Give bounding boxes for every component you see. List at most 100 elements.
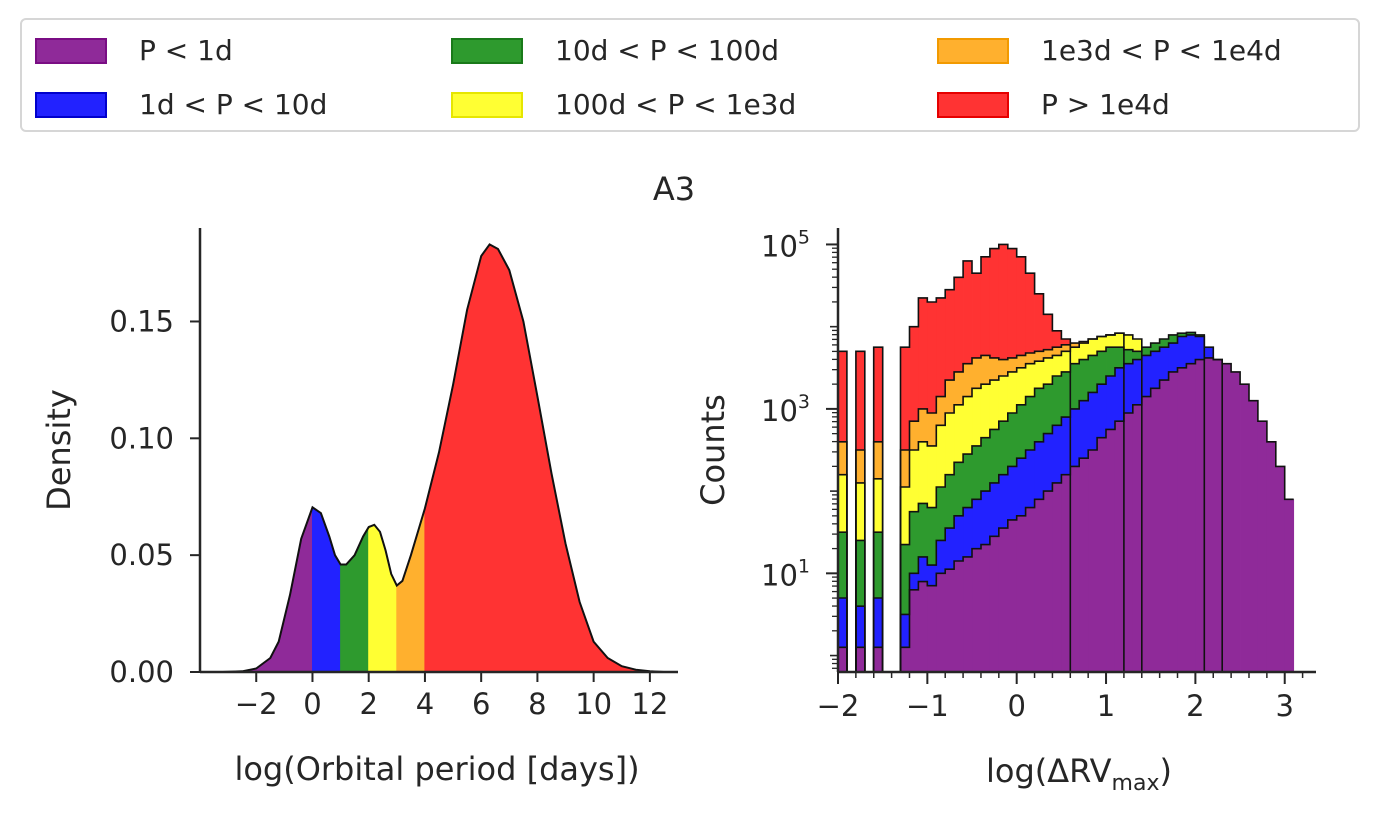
hist-outline-1 — [837, 334, 1223, 672]
legend-swatch-10d-100d — [451, 37, 523, 64]
hist-bar-2 — [900, 544, 910, 672]
hist-bar-0 — [1025, 507, 1035, 672]
hist-bar-0 — [1141, 396, 1152, 672]
hist-bar-0 — [1168, 371, 1178, 672]
legend-label: 1d < P < 10d — [139, 88, 328, 121]
density-segment-3 — [368, 524, 398, 673]
hist-bar-0 — [1088, 450, 1098, 672]
hist-outline-0 — [837, 357, 1294, 672]
left-y-tick-label: 0.10 — [109, 421, 174, 455]
right-x-tick-label: −1 — [906, 689, 949, 723]
density-curve — [222, 243, 664, 673]
legend-swatch-p-lt-1d — [35, 37, 107, 64]
hist-bar-0 — [927, 585, 937, 672]
density-segment-0 — [222, 507, 313, 673]
hist-bar-0 — [1231, 371, 1241, 672]
hist-bar-0 — [1257, 421, 1268, 672]
legend-item-p-gt-1e4d: P > 1e4d — [937, 88, 1170, 121]
hist-bar-0 — [1070, 466, 1080, 672]
period-density-chart: −2 0 2 4 6 8 10 12 0.00 0.05 0.10 0.15 log(Orbital p… — [40, 228, 678, 788]
legend-item-p-lt-1d: P < 1d — [35, 34, 233, 67]
left-x-tick-label: 10 — [575, 687, 612, 721]
hist-bar-0 — [1016, 515, 1027, 672]
right-x-axis-label: log(ΔRVmax) — [986, 752, 1172, 796]
left-x-tick-label: 8 — [528, 687, 546, 721]
left-x-tick-label: 0 — [303, 687, 321, 721]
left-y-tick-label: 0.00 — [109, 655, 174, 689]
left-x-tick-label: 12 — [631, 687, 668, 721]
legend-swatch-p-gt-1e4d — [937, 91, 1009, 118]
hist-bar-0 — [1079, 458, 1089, 672]
density-segment-1 — [312, 506, 342, 673]
hist-bar-0 — [855, 647, 866, 672]
density-segment-5 — [424, 243, 664, 673]
legend-swatch-1d-10d — [35, 91, 107, 118]
hist-bar-0 — [1114, 421, 1125, 672]
hist-bar-0 — [1007, 519, 1018, 672]
hist-bar-1 — [900, 614, 910, 672]
legend-item-10d-100d: 10d < P < 100d — [451, 34, 779, 67]
left-x-tick-label: 2 — [359, 687, 377, 721]
hist-bar-0 — [1240, 384, 1250, 672]
hist-bar-0 — [1248, 400, 1259, 672]
legend-item-1e3d-1e4d: 1e3d < P < 1e4d — [937, 34, 1282, 67]
density-segment-4 — [396, 508, 426, 673]
hist-bar-0 — [972, 548, 982, 672]
hist-bar-0 — [936, 573, 946, 672]
legend-label: 10d < P < 100d — [555, 34, 780, 67]
hist-bar-0 — [1123, 413, 1134, 672]
hist-bar-0 — [1213, 359, 1223, 672]
left-y-tick-label: 0.15 — [109, 304, 174, 338]
hist-bar-1 — [855, 606, 866, 672]
hist-bar-0 — [1097, 437, 1107, 672]
right-x-tick-label: −2 — [817, 689, 860, 723]
hist-bar-0 — [1204, 357, 1214, 672]
hist-bar-0 — [998, 528, 1009, 672]
legend: P < 1d 1d < P < 10d 10d < P < 100d 100d … — [20, 18, 1360, 132]
hist-outline-3 — [837, 332, 1143, 672]
left-y-tick-label: 0.05 — [109, 538, 174, 572]
hist-bar-0 — [1222, 363, 1232, 672]
hist-bar-0 — [963, 556, 973, 672]
hist-bar-0 — [1159, 380, 1169, 672]
legend-item-1d-10d: 1d < P < 10d — [35, 88, 327, 121]
hist-bar-0 — [1132, 404, 1143, 672]
hist-bar-0 — [1275, 466, 1286, 672]
hist-bar-0 — [989, 536, 1000, 672]
right-y-tick-label: 105 — [761, 226, 810, 263]
hist-bar-0 — [1284, 499, 1295, 672]
right-x-tick-label: 2 — [1186, 689, 1204, 723]
hist-bar-0 — [1106, 429, 1116, 672]
hist-bar-0 — [909, 589, 919, 672]
legend-label: P < 1d — [139, 34, 233, 67]
hist-bar-0 — [1052, 482, 1062, 672]
hist-bar-1 — [873, 598, 884, 672]
hist-outline-5 — [837, 243, 1072, 672]
right-y-tick-label: 103 — [761, 391, 810, 428]
density-segment-2 — [340, 525, 370, 673]
drv-histogram-chart: −2 −1 0 1 2 3 101 103 105 log(ΔRVmax) Counts — [694, 226, 1316, 796]
hist-bar-0 — [1043, 491, 1053, 672]
legend-label: 100d < P < 1e3d — [555, 88, 797, 121]
left-x-axis-label: log(Orbital period [days]) — [234, 750, 639, 788]
hist-bar-0 — [838, 647, 848, 672]
hist-outline-2 — [837, 331, 1206, 672]
left-x-tick-label: −2 — [235, 687, 278, 721]
hist-bar-1 — [838, 598, 848, 672]
left-x-tick-label: 6 — [472, 687, 490, 721]
right-x-tick-label: 1 — [1097, 689, 1115, 723]
hist-bar-0 — [954, 561, 964, 672]
left-x-tick-label: 4 — [416, 687, 434, 721]
hist-bar-0 — [1034, 499, 1044, 672]
hist-bar-0 — [1195, 359, 1205, 672]
right-x-tick-label: 0 — [1007, 689, 1025, 723]
hist-bar-0 — [1266, 441, 1277, 672]
hist-outline-4 — [837, 332, 1125, 672]
legend-label: 1e3d < P < 1e4d — [1041, 34, 1282, 67]
legend-swatch-1e3d-1e4d — [937, 37, 1009, 64]
hist-bar-0 — [900, 647, 910, 672]
hist-bar-0 — [1150, 388, 1161, 672]
hist-bar-0 — [945, 569, 955, 672]
hist-bar-0 — [873, 647, 884, 672]
